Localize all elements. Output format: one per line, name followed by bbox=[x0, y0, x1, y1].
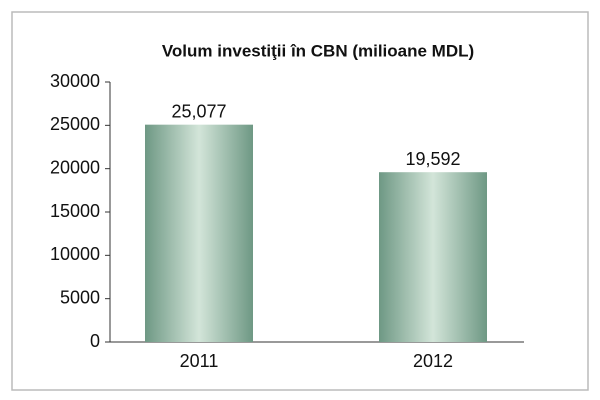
bar bbox=[145, 124, 253, 342]
y-tick-label: 10000 bbox=[50, 244, 100, 264]
frame bbox=[11, 11, 589, 391]
x-tick-label: 2012 bbox=[413, 351, 453, 371]
y-tick-label: 30000 bbox=[50, 71, 100, 91]
bar bbox=[379, 172, 487, 342]
value-label: 19,592 bbox=[405, 149, 460, 169]
y-tick-label: 15000 bbox=[50, 201, 100, 221]
chart-title: Volum investiţii în CBN (milioane MDL) bbox=[162, 41, 474, 60]
x-tick-label: 2011 bbox=[180, 351, 219, 371]
y-tick-label: 20000 bbox=[50, 157, 100, 177]
y-tick-label: 25000 bbox=[50, 114, 100, 134]
y-tick-label: 5000 bbox=[60, 287, 100, 307]
y-tick-label: 0 bbox=[90, 331, 100, 351]
value-label: 25,077 bbox=[171, 101, 226, 121]
